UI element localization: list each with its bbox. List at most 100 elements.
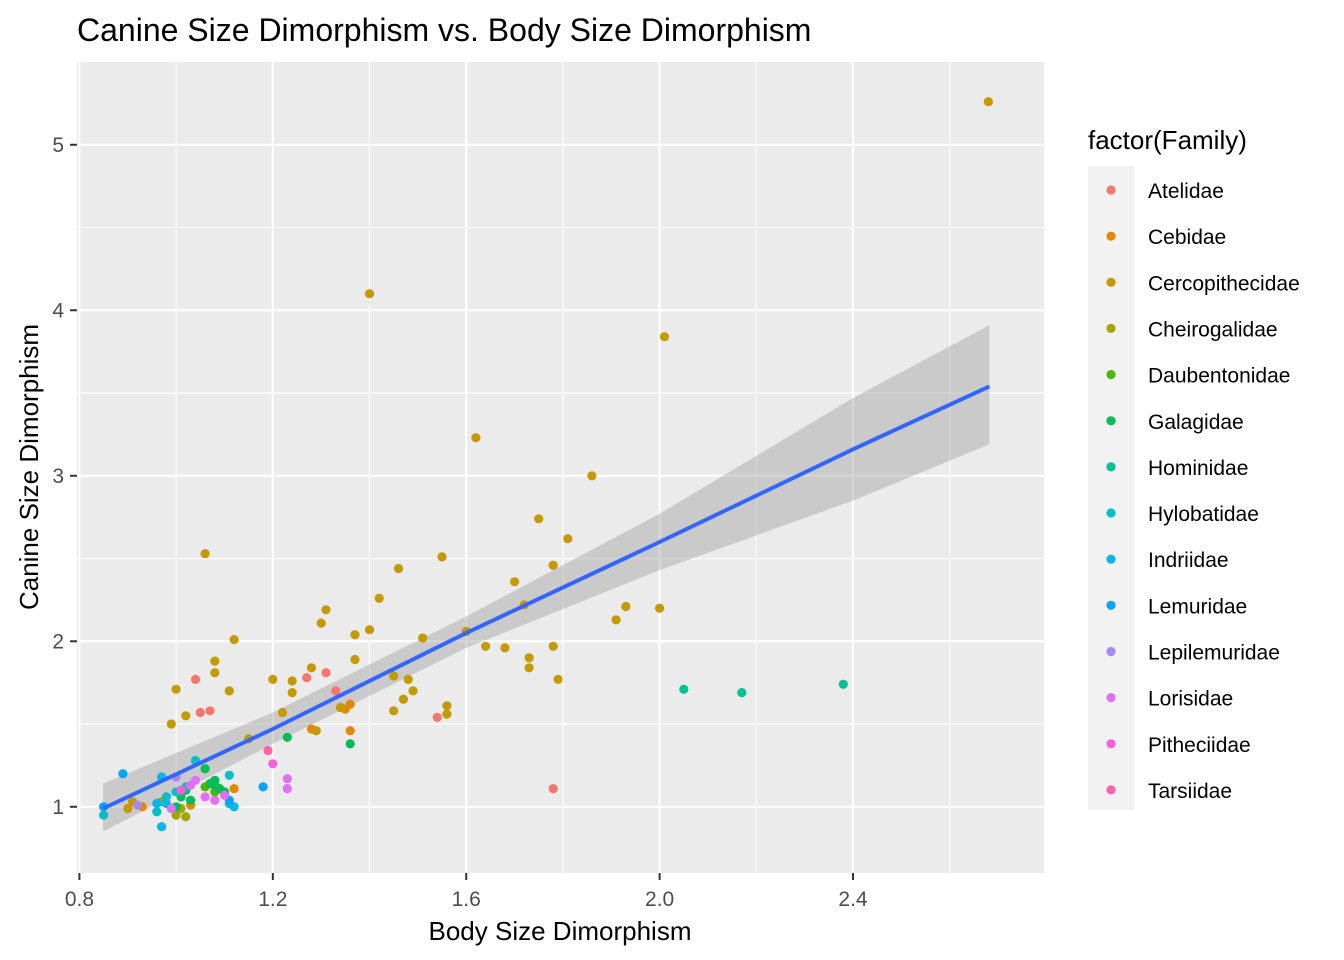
- legend-item: Daubentonidae: [1106, 365, 1290, 388]
- legend-label: Cercopithecidae: [1148, 272, 1300, 295]
- data-point: [166, 803, 176, 814]
- x-tick-label: 1.2: [258, 888, 287, 911]
- series-pitheciidae: [176, 759, 278, 795]
- data-point: [215, 784, 225, 794]
- data-point: [132, 800, 142, 810]
- legend-item: Indriidae: [1106, 549, 1229, 572]
- legend-label: Hylobatidae: [1148, 503, 1259, 526]
- data-point: [432, 712, 442, 723]
- series-galagidae: [171, 732, 355, 812]
- data-point: [335, 702, 346, 713]
- legend-label: Galagidae: [1148, 411, 1244, 434]
- data-point: [364, 625, 375, 635]
- data-point: [210, 656, 220, 666]
- regression-line: [102, 384, 991, 811]
- legend-label: Daubentonidae: [1148, 365, 1290, 388]
- data-point: [306, 663, 317, 673]
- data-point: [393, 563, 404, 574]
- data-point: [263, 745, 273, 756]
- data-point: [302, 673, 312, 683]
- data-point: [176, 785, 186, 795]
- legend-item: Cebidae: [1106, 226, 1226, 249]
- legend-item: Lepilemuridae: [1106, 642, 1280, 665]
- x-tick-label: 2.4: [838, 888, 868, 911]
- data-point: [403, 674, 413, 685]
- legend-key-dot: [1106, 370, 1116, 380]
- legend-label: Indriidae: [1148, 549, 1229, 572]
- x-tick-label: 2.0: [645, 888, 674, 911]
- legend-key-dot: [1106, 693, 1116, 703]
- legend-item: Cheirogalidae: [1106, 318, 1278, 341]
- legend-label: Lemuridae: [1148, 595, 1247, 618]
- legend-key-dot: [1106, 554, 1116, 564]
- data-point: [659, 332, 670, 342]
- data-point: [350, 630, 360, 640]
- legend-item: Hylobatidae: [1106, 503, 1259, 526]
- data-point: [563, 534, 573, 544]
- x-axis-title: Body Size Dimorphism: [429, 916, 692, 946]
- legend-item: Hominidae: [1106, 457, 1248, 480]
- legend-items: Atelidae Cebidae Cercopithecidae Cheirogali…: [1106, 180, 1300, 803]
- chart-title: Canine Size Dimorphism vs. Body Size Dim…: [77, 12, 811, 48]
- y-axis-title: Canine Size Dimorphism: [14, 324, 44, 610]
- data-point: [524, 653, 534, 663]
- legend-key-dot: [1106, 739, 1116, 749]
- legend-key-dot: [1106, 185, 1116, 195]
- data-point: [181, 812, 191, 822]
- legend-key-dot: [1106, 277, 1116, 287]
- data-point: [655, 603, 665, 613]
- data-point: [171, 684, 181, 694]
- legend-key-dot: [1106, 416, 1116, 426]
- legend-item: Galagidae: [1106, 411, 1244, 434]
- legend-key-dot: [1106, 231, 1116, 241]
- legend-item: Pitheciidae: [1106, 734, 1251, 757]
- data-point: [224, 770, 234, 780]
- data-point: [181, 711, 191, 721]
- data-point: [210, 668, 220, 678]
- data-point: [190, 775, 201, 785]
- data-point: [408, 686, 418, 696]
- data-point: [321, 668, 331, 678]
- data-point: [311, 726, 321, 736]
- series-atelidae: [190, 668, 558, 794]
- data-point: [524, 663, 534, 673]
- legend-label: Cebidae: [1148, 226, 1226, 249]
- data-point: [123, 803, 133, 814]
- legend-key-dot: [1106, 646, 1116, 657]
- data-point: [442, 701, 452, 711]
- data-point: [166, 719, 176, 729]
- data-point: [553, 674, 563, 685]
- legend-label: Tarsiidae: [1148, 780, 1232, 803]
- data-point: [398, 694, 408, 704]
- regression-line-layer: [102, 384, 991, 811]
- data-point: [548, 560, 558, 570]
- series-lorisidae: [166, 774, 292, 814]
- data-point: [200, 549, 210, 559]
- grid-minor: [77, 62, 1044, 873]
- data-point: [205, 706, 215, 716]
- data-point: [268, 674, 278, 685]
- y-tick-label: 3: [52, 465, 64, 488]
- data-point: [171, 810, 181, 820]
- data-point: [442, 709, 452, 719]
- data-point: [277, 707, 288, 718]
- legend-label: Hominidae: [1148, 457, 1248, 480]
- legend-title: factor(Family): [1088, 125, 1247, 155]
- data-point: [282, 784, 292, 794]
- data-point: [737, 688, 747, 698]
- data-point: [282, 774, 292, 784]
- x-axis: 0.8 1.2 1.6 2.0 2.4: [65, 873, 868, 911]
- y-tick-label: 2: [52, 630, 64, 653]
- data-point: [118, 769, 128, 779]
- y-tick-label: 1: [52, 796, 64, 819]
- data-point: [321, 605, 331, 615]
- data-point: [983, 97, 994, 107]
- data-point: [268, 759, 278, 769]
- y-tick-label: 4: [52, 299, 64, 322]
- data-point: [364, 289, 375, 299]
- data-point: [418, 633, 428, 643]
- data-point: [345, 726, 355, 736]
- legend-label: Cheirogalidae: [1148, 318, 1278, 341]
- data-point: [210, 795, 220, 805]
